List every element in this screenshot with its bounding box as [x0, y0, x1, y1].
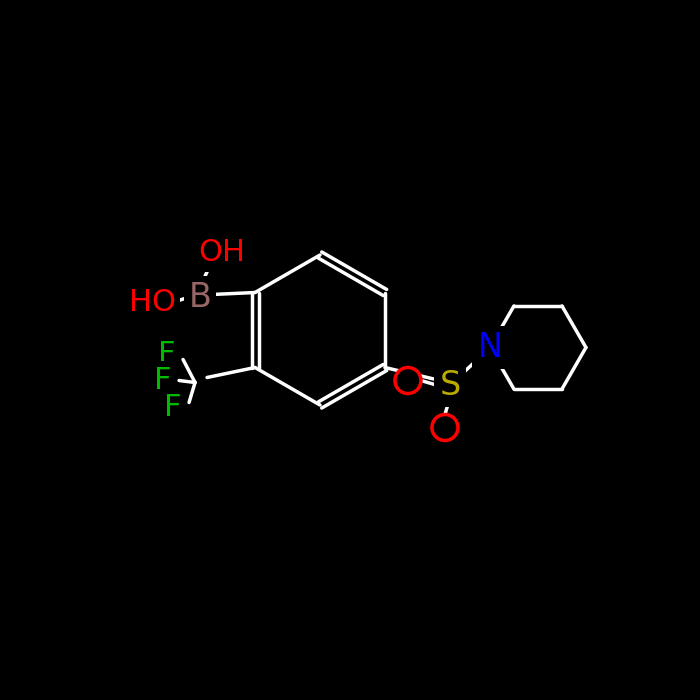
Text: HO: HO [129, 288, 176, 317]
Text: B: B [188, 281, 211, 314]
Circle shape [395, 368, 421, 393]
Circle shape [432, 414, 458, 440]
Text: F: F [164, 393, 182, 422]
Text: F: F [154, 366, 172, 395]
Text: N: N [477, 331, 503, 364]
Text: S: S [440, 369, 461, 402]
Text: F: F [158, 340, 176, 369]
Text: OH: OH [199, 238, 246, 267]
